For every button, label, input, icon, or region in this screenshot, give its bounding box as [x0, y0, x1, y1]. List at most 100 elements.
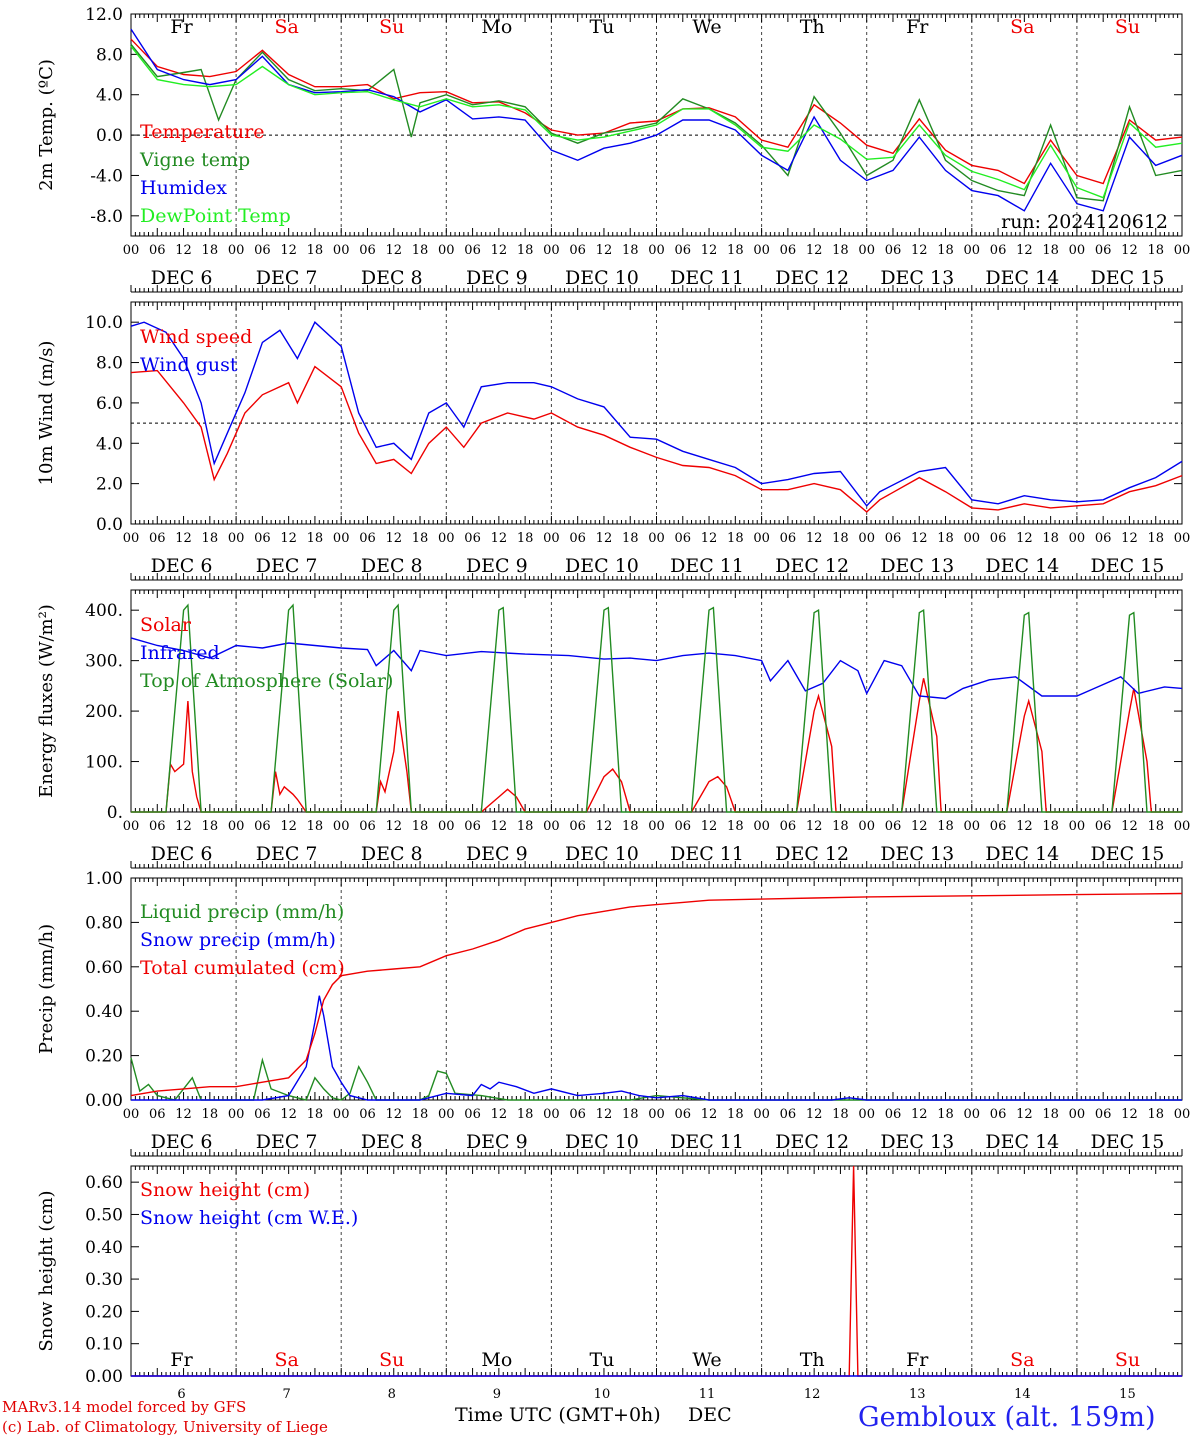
- hour-label: 12: [1121, 243, 1138, 258]
- y-tick-label: 0.50: [85, 1205, 123, 1225]
- hour-label: 00: [648, 243, 665, 258]
- day-name: Su: [1115, 16, 1140, 38]
- hour-label: 06: [780, 819, 797, 834]
- day-name: Mo: [481, 1349, 512, 1371]
- hour-label: 12: [911, 819, 928, 834]
- hour-label: 18: [517, 819, 534, 834]
- y-tick-label: 300.: [85, 652, 123, 672]
- hour-label: 06: [885, 819, 902, 834]
- hour-label: 12: [491, 1107, 508, 1122]
- hour-label: 00: [753, 819, 770, 834]
- y-tick-label: 0.00: [85, 1091, 123, 1111]
- hour-label: 18: [622, 1107, 639, 1122]
- date-label: DEC 15: [1091, 555, 1165, 577]
- hour-label: 06: [1095, 243, 1112, 258]
- hour-label: 12: [911, 1107, 928, 1122]
- hour-label: 00: [1069, 1107, 1086, 1122]
- hour-label: 18: [937, 243, 954, 258]
- hour-label: 12: [806, 819, 823, 834]
- hour-label: 00: [1174, 1107, 1191, 1122]
- hour-label: 18: [832, 1107, 849, 1122]
- hour-label: 00: [1174, 531, 1191, 546]
- series-vigne-temp: [130, 43, 1183, 202]
- y-tick-label: 0.0: [96, 126, 123, 146]
- hour-label: 06: [149, 1107, 166, 1122]
- series-liquid-precip-mm-h: [130, 1057, 1182, 1101]
- y-tick-label: 0.80: [85, 913, 123, 933]
- hour-label: 00: [438, 819, 455, 834]
- date-label: DEC 7: [256, 555, 318, 577]
- y-tick-label: 0.00: [85, 1367, 123, 1387]
- hour-label: 12: [385, 1107, 402, 1122]
- series-wind-speed: [130, 365, 1183, 513]
- panel-1: 12.0 8.0 4.0 0.0 -4.0 -8.0 2m Temp. (ºC) Temper…: [36, 5, 1190, 293]
- series-humidex: [130, 28, 1183, 212]
- y-tick-label: 0.20: [85, 1047, 123, 1067]
- hour-label: 00: [438, 1107, 455, 1122]
- date-label: DEC 11: [670, 1131, 744, 1153]
- hour-label: 12: [806, 531, 823, 546]
- y-tick-label: 4.0: [96, 86, 123, 106]
- day-name: Fr: [906, 1349, 929, 1371]
- hour-label: 12: [701, 819, 718, 834]
- hour-label: 18: [622, 531, 639, 546]
- hour-label: 18: [307, 243, 324, 258]
- legend-entry: Snow height (cm): [140, 1179, 310, 1201]
- hour-label: 00: [123, 1107, 140, 1122]
- hour-label: 12: [806, 1107, 823, 1122]
- hour-label: 12: [911, 243, 928, 258]
- day-name: Fr: [170, 1349, 193, 1371]
- hour-label: 00: [333, 1107, 350, 1122]
- hour-label: 18: [412, 819, 429, 834]
- date-label: DEC 15: [1091, 843, 1165, 865]
- hour-label: 00: [543, 819, 560, 834]
- hour-label: 18: [1147, 243, 1164, 258]
- hour-label: 00: [333, 819, 350, 834]
- date-label: DEC 10: [565, 267, 639, 289]
- hour-label: 18: [832, 819, 849, 834]
- date-label: DEC 14: [985, 1131, 1059, 1153]
- hour-label: 18: [307, 819, 324, 834]
- panel-2: 10.0 8.0 6.0 4.0 2.0 0.0 10m Wind (m/s) Wind sp…: [36, 301, 1191, 581]
- hour-label: 06: [254, 1107, 271, 1122]
- legend-entry: Infrared: [140, 642, 220, 664]
- hour-label: 18: [202, 243, 219, 258]
- hour-label: 18: [937, 819, 954, 834]
- day-name: Sa: [274, 1349, 298, 1371]
- date-label: DEC 13: [880, 267, 954, 289]
- hour-label: 06: [1095, 531, 1112, 546]
- hour-label: 18: [937, 531, 954, 546]
- legend-entry: Snow precip (mm/h): [140, 929, 336, 951]
- y-axis-label: Energy fluxes (W/m²): [36, 604, 57, 798]
- y-axis-label: Precip (mm/h): [36, 924, 57, 1054]
- y-tick-label: 10.0: [85, 313, 123, 333]
- hour-label: 12: [596, 243, 613, 258]
- x-axis-title-month: DEC: [688, 1404, 732, 1426]
- y-tick-label: 2.0: [96, 475, 123, 495]
- legend-entry: Wind gust: [140, 354, 238, 376]
- hour-label: 12: [280, 531, 297, 546]
- hour-label: 00: [228, 243, 245, 258]
- hour-label: 18: [1042, 1107, 1059, 1122]
- hour-label: 18: [1042, 819, 1059, 834]
- hour-label: 00: [648, 819, 665, 834]
- hour-label: 12: [385, 243, 402, 258]
- date-label: DEC 9: [466, 267, 528, 289]
- hour-label: 06: [359, 243, 376, 258]
- hour-label: 12: [385, 531, 402, 546]
- hour-label: 12: [1121, 819, 1138, 834]
- series-dewpoint-temp: [130, 45, 1183, 199]
- hour-label: 12: [701, 1107, 718, 1122]
- hour-label: 00: [123, 531, 140, 546]
- hour-label: 00: [123, 819, 140, 834]
- hour-label: 18: [517, 1107, 534, 1122]
- hour-label: 00: [543, 531, 560, 546]
- hour-label: 06: [675, 1107, 692, 1122]
- hour-label: 06: [359, 819, 376, 834]
- date-label: DEC 12: [775, 843, 849, 865]
- hour-label: 18: [727, 819, 744, 834]
- day-name: Su: [379, 1349, 404, 1371]
- day-name: Fr: [906, 16, 929, 38]
- date-label: DEC 9: [466, 555, 528, 577]
